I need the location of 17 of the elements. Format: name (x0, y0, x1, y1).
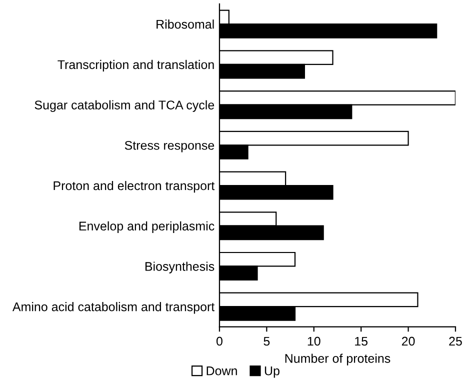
y-tick-label: Proton and electron transport (54, 180, 215, 193)
x-tick-label: 25 (449, 336, 462, 346)
y-tick-label: Transcription and translation (58, 60, 214, 72)
y-tick-label: Amino acid catabolism and transport (12, 302, 215, 314)
x-tick-label: 5 (264, 336, 270, 346)
y-tick-label: Ribosomal (156, 20, 214, 29)
x-tick-label: 0 (216, 336, 222, 346)
y-tick-label: Biosynthesis (145, 262, 214, 274)
x-tick-label: 20 (402, 336, 415, 346)
legend-label: Down (206, 366, 237, 376)
x-tick-label: 10 (308, 336, 320, 346)
legend-label: Up (264, 366, 280, 378)
x-axis-title: Number of proteins (285, 354, 390, 366)
y-tick-label: Stress response (124, 140, 214, 152)
y-tick-label: Envelop and periplasmic (79, 221, 214, 233)
x-tick-label: 15 (355, 336, 368, 346)
y-tick-label: Sugar catabolism and TCA cycle (34, 100, 214, 112)
